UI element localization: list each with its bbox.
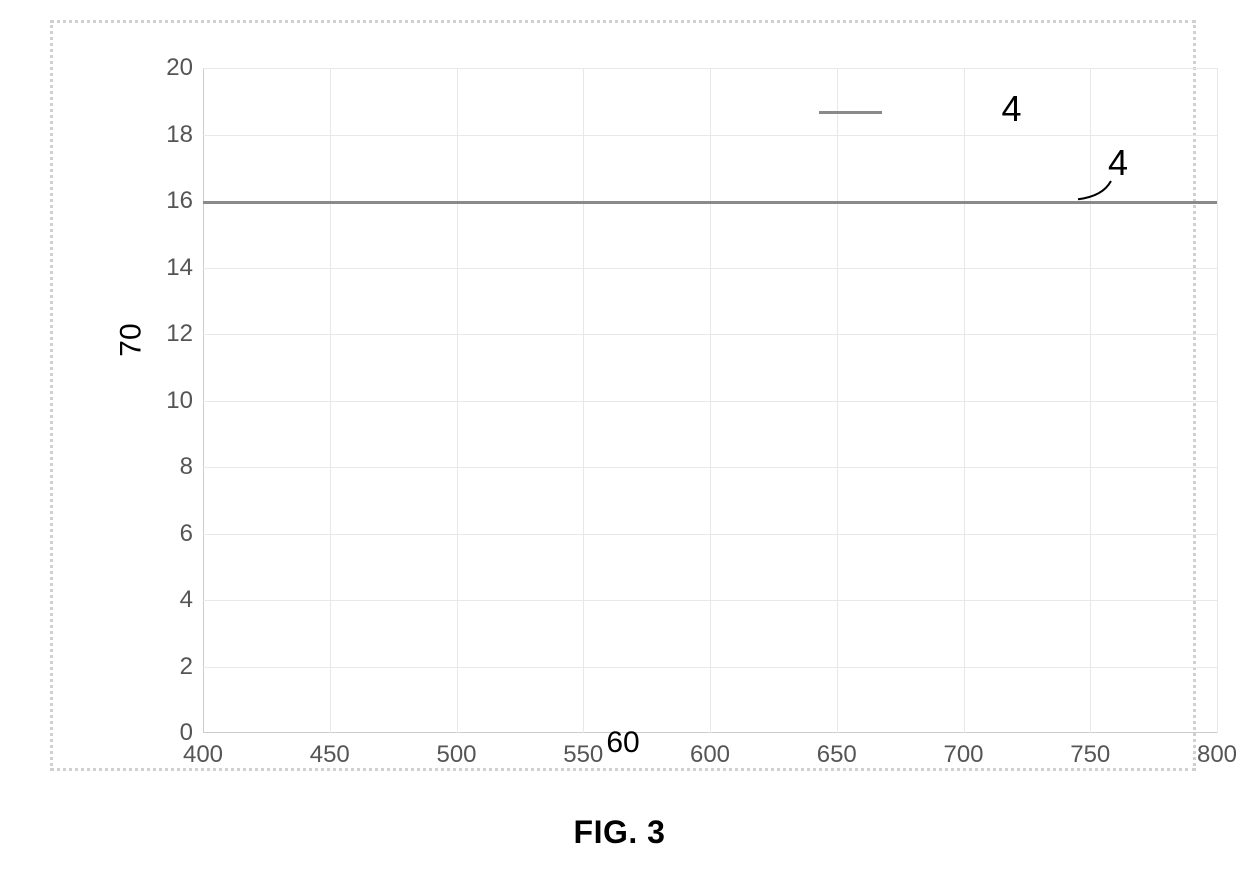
y-axis-title: 70 [115, 323, 149, 356]
y-tick-label: 14 [166, 254, 193, 282]
y-tick-label: 18 [166, 121, 193, 149]
gridline-vertical [1090, 68, 1091, 733]
x-tick-label: 800 [1197, 741, 1237, 769]
figure-caption: FIG. 3 [0, 814, 1239, 851]
x-tick-label: 400 [183, 741, 223, 769]
x-axis-title: 60 [606, 726, 639, 760]
x-tick-label: 750 [1070, 741, 1110, 769]
legend-marker [819, 111, 882, 114]
x-tick-label: 500 [436, 741, 476, 769]
y-tick-label: 4 [180, 586, 193, 614]
y-tick-label: 16 [166, 187, 193, 215]
series-line [203, 201, 1217, 204]
gridline-vertical [330, 68, 331, 733]
chart-frame: 70 0246810121416182040045050055060065070… [50, 20, 1196, 771]
gridline-vertical [583, 68, 584, 733]
legend-label: 4 [1002, 88, 1022, 130]
y-tick-label: 20 [166, 54, 193, 82]
x-tick-label: 650 [817, 741, 857, 769]
gridline-vertical [1217, 68, 1218, 733]
gridline-vertical [457, 68, 458, 733]
plot-area: 0246810121416182040045050055060065070075… [203, 68, 1217, 733]
annotation-leader [1072, 175, 1117, 205]
figure-container: 70 0246810121416182040045050055060065070… [0, 0, 1239, 877]
gridline-vertical [710, 68, 711, 733]
x-tick-label: 450 [310, 741, 350, 769]
y-tick-label: 6 [180, 520, 193, 548]
x-tick-label: 700 [943, 741, 983, 769]
y-tick-label: 10 [166, 387, 193, 415]
gridline-vertical [964, 68, 965, 733]
y-tick-label: 12 [166, 320, 193, 348]
x-tick-label: 600 [690, 741, 730, 769]
y-tick-label: 2 [180, 653, 193, 681]
x-tick-label: 550 [563, 741, 603, 769]
y-tick-label: 8 [180, 453, 193, 481]
gridline-vertical [837, 68, 838, 733]
